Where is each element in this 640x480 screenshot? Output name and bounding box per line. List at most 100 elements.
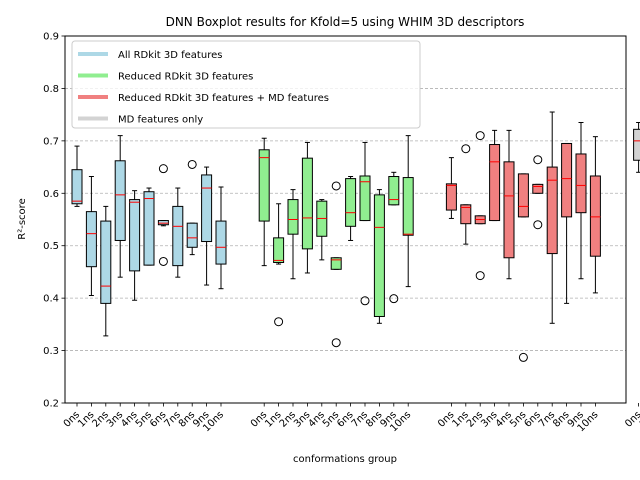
outlier-point xyxy=(475,271,485,281)
y-tick-label: 0.8 xyxy=(43,84,59,95)
box-body xyxy=(388,176,400,206)
box-body xyxy=(589,175,601,257)
legend-label: MD features only xyxy=(118,115,203,126)
box-body xyxy=(532,183,544,194)
outlier-point xyxy=(331,338,341,348)
outlier-point xyxy=(187,159,197,169)
x-axis-label: conformations group xyxy=(293,454,397,465)
box xyxy=(373,189,385,324)
box xyxy=(561,142,573,304)
box-body xyxy=(402,177,414,236)
outlier-point xyxy=(331,181,341,191)
box xyxy=(460,144,472,245)
y-axis: 0.2 0.3 0.4 0.5 0.6 0.7 0.8 0.9 xyxy=(43,32,65,410)
outlier-point xyxy=(475,131,485,141)
box xyxy=(85,176,97,297)
chart-title: DNN Boxplot results for Kfold=5 using WH… xyxy=(166,15,525,29)
box xyxy=(330,181,342,348)
box-body xyxy=(186,222,198,248)
box-body xyxy=(345,178,357,227)
box-body xyxy=(489,144,501,222)
box-body xyxy=(129,199,141,272)
box xyxy=(215,186,227,290)
y-tick-label: 0.6 xyxy=(43,189,59,200)
box-body xyxy=(287,199,299,235)
box-body xyxy=(460,204,472,225)
y-axis-label: R²-score xyxy=(17,198,28,239)
box-body xyxy=(561,142,573,218)
box xyxy=(503,129,515,280)
box-body xyxy=(445,183,457,211)
series-group xyxy=(71,135,227,337)
y-tick-label: 0.3 xyxy=(43,346,59,357)
y-tick-label: 0.4 xyxy=(43,294,59,305)
legend-label: Reduced RDkit 3D features + MD features xyxy=(118,93,329,104)
y-tick-label: 0.9 xyxy=(43,32,59,43)
box-body xyxy=(71,169,83,205)
box xyxy=(532,155,544,230)
box-body xyxy=(114,160,126,241)
outlier-point xyxy=(389,294,399,304)
box-body xyxy=(517,173,529,218)
x-tick-label: 1ns xyxy=(638,409,640,429)
series-group xyxy=(633,122,640,173)
box-body xyxy=(100,220,112,304)
box-body xyxy=(575,153,587,214)
legend-label: All RDkit 3D features xyxy=(118,50,222,61)
box-body xyxy=(373,194,385,317)
legend-label: Reduced RDkit 3D features xyxy=(118,72,253,83)
outlier-point xyxy=(518,352,528,362)
box xyxy=(402,135,414,288)
box-body xyxy=(143,191,155,266)
legend: All RDkit 3D features Reduced RDkit 3D fe… xyxy=(71,40,421,129)
box-body xyxy=(633,128,640,161)
outlier-point xyxy=(533,155,543,165)
outlier-point xyxy=(533,220,543,230)
box xyxy=(273,203,285,327)
box xyxy=(517,173,529,362)
y-tick-label: 0.7 xyxy=(43,136,59,147)
box xyxy=(589,136,601,294)
outlier-point xyxy=(274,317,284,327)
box xyxy=(474,131,486,281)
box xyxy=(157,164,169,266)
box-body xyxy=(273,237,285,263)
box-groups xyxy=(71,111,640,362)
box xyxy=(129,190,141,301)
box xyxy=(575,122,587,280)
outlier-point xyxy=(360,296,370,306)
box-body xyxy=(258,149,270,222)
box xyxy=(287,189,299,280)
box xyxy=(316,199,328,261)
box-body xyxy=(215,220,227,265)
box-body xyxy=(301,157,313,250)
box xyxy=(445,157,457,219)
box xyxy=(143,187,155,266)
box xyxy=(114,135,126,278)
box xyxy=(345,176,357,241)
box-body xyxy=(201,174,213,243)
box xyxy=(359,141,371,306)
box-body xyxy=(172,205,184,267)
outlier-point xyxy=(158,256,168,266)
box-body xyxy=(503,161,515,259)
box-body xyxy=(330,257,342,270)
box xyxy=(201,166,213,286)
x-tick-label: 0ns xyxy=(623,409,640,429)
box xyxy=(71,145,83,207)
box xyxy=(172,187,184,278)
outlier-point xyxy=(158,164,168,174)
box xyxy=(633,122,640,173)
box xyxy=(258,137,270,267)
series-group xyxy=(258,135,414,348)
y-tick-label: 0.2 xyxy=(43,399,59,410)
y-tick-label: 0.5 xyxy=(43,241,59,252)
box-body xyxy=(359,175,371,222)
box xyxy=(301,141,313,274)
legend-frame xyxy=(71,40,421,129)
plot-frame xyxy=(64,35,627,404)
outlier-point xyxy=(461,144,471,154)
box-body xyxy=(157,220,169,226)
